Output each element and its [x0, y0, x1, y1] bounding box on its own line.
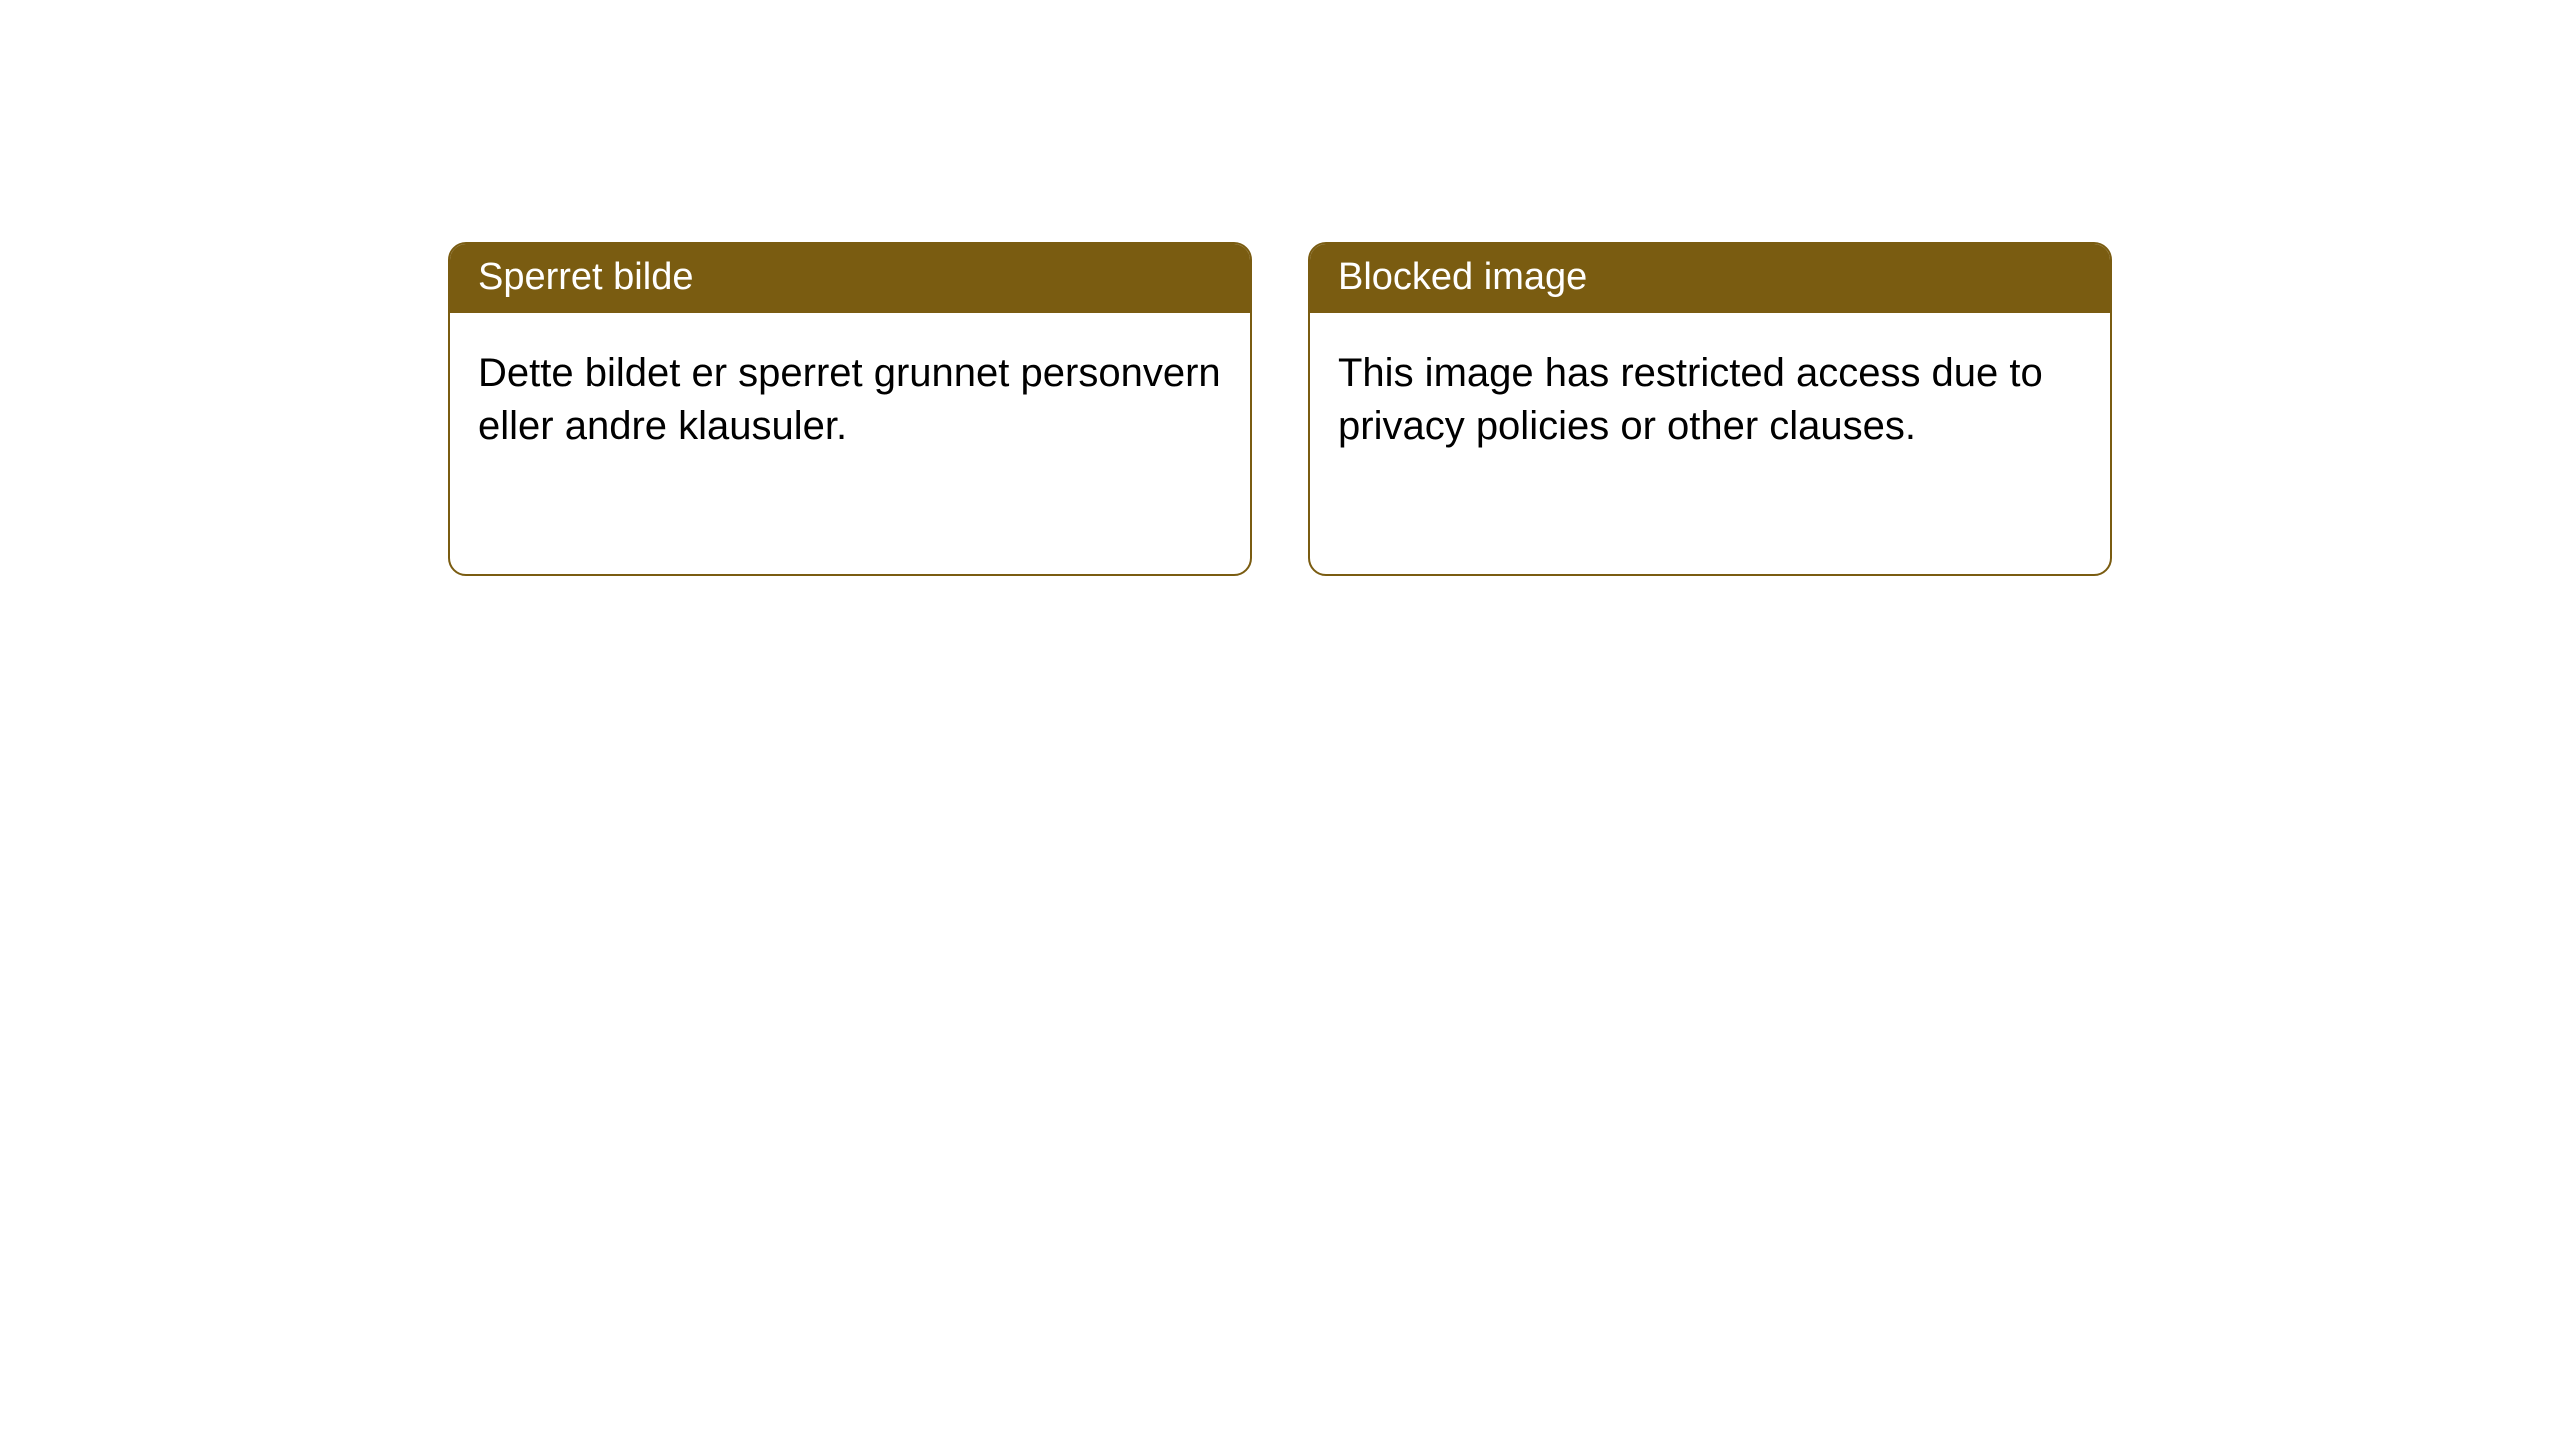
notice-container: Sperret bilde Dette bildet er sperret gr… — [0, 0, 2560, 576]
notice-title: Blocked image — [1338, 256, 1587, 298]
notice-card-body: Dette bildet er sperret grunnet personve… — [450, 313, 1250, 487]
notice-card-no: Sperret bilde Dette bildet er sperret gr… — [448, 242, 1252, 576]
notice-card-en: Blocked image This image has restricted … — [1308, 242, 2112, 576]
notice-title: Sperret bilde — [478, 256, 693, 298]
notice-body-text: Dette bildet er sperret grunnet personve… — [478, 351, 1221, 448]
notice-card-header: Blocked image — [1310, 244, 2110, 313]
notice-card-header: Sperret bilde — [450, 244, 1250, 313]
notice-card-body: This image has restricted access due to … — [1310, 313, 2110, 487]
notice-body-text: This image has restricted access due to … — [1338, 351, 2043, 448]
